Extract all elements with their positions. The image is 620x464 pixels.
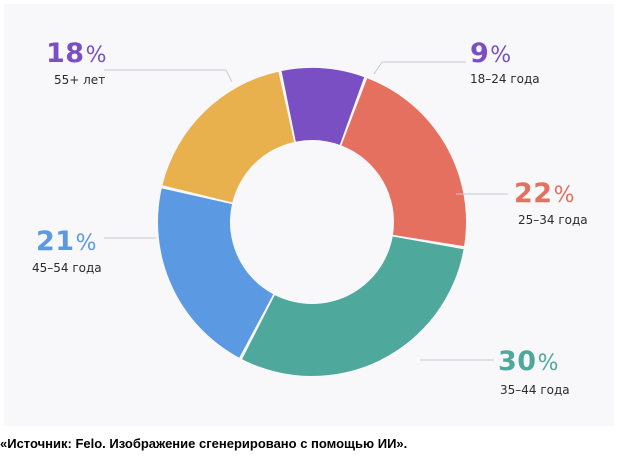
donut-slice-18-24 <box>281 67 365 145</box>
donut-slice-55-plus <box>162 71 295 203</box>
slice-category-label-25-34: 25–34 года <box>518 213 588 227</box>
slice-category-label-18-24: 18–24 года <box>470 72 540 86</box>
slice-category-label-55-plus: 55+ лет <box>54 73 106 87</box>
slice-category-label-35-44: 35–44 года <box>500 383 570 397</box>
donut-slice-35-44 <box>242 236 464 376</box>
source-caption: «Источник: Felo. Изображение сгенерирова… <box>0 436 408 451</box>
leader-line <box>373 61 466 75</box>
slice-percent-label-45-54: 21% <box>36 226 97 257</box>
slice-percent-label-35-44: 30% <box>498 346 559 377</box>
slice-percent-label-25-34: 22% <box>514 178 575 209</box>
leader-line <box>104 69 233 83</box>
donut-slice-45-54 <box>158 188 274 358</box>
donut-chart-svg <box>104 61 508 376</box>
slice-category-label-45-54: 45–54 года <box>32 261 102 275</box>
slice-percent-label-18-24: 9% <box>470 38 512 69</box>
slice-percent-label-55-plus: 18% <box>46 38 107 69</box>
donut-chart: 9% 18–24 года 22% 25–34 года 30% 35–44 г… <box>4 4 614 426</box>
donut-slice-25-34 <box>341 78 467 247</box>
